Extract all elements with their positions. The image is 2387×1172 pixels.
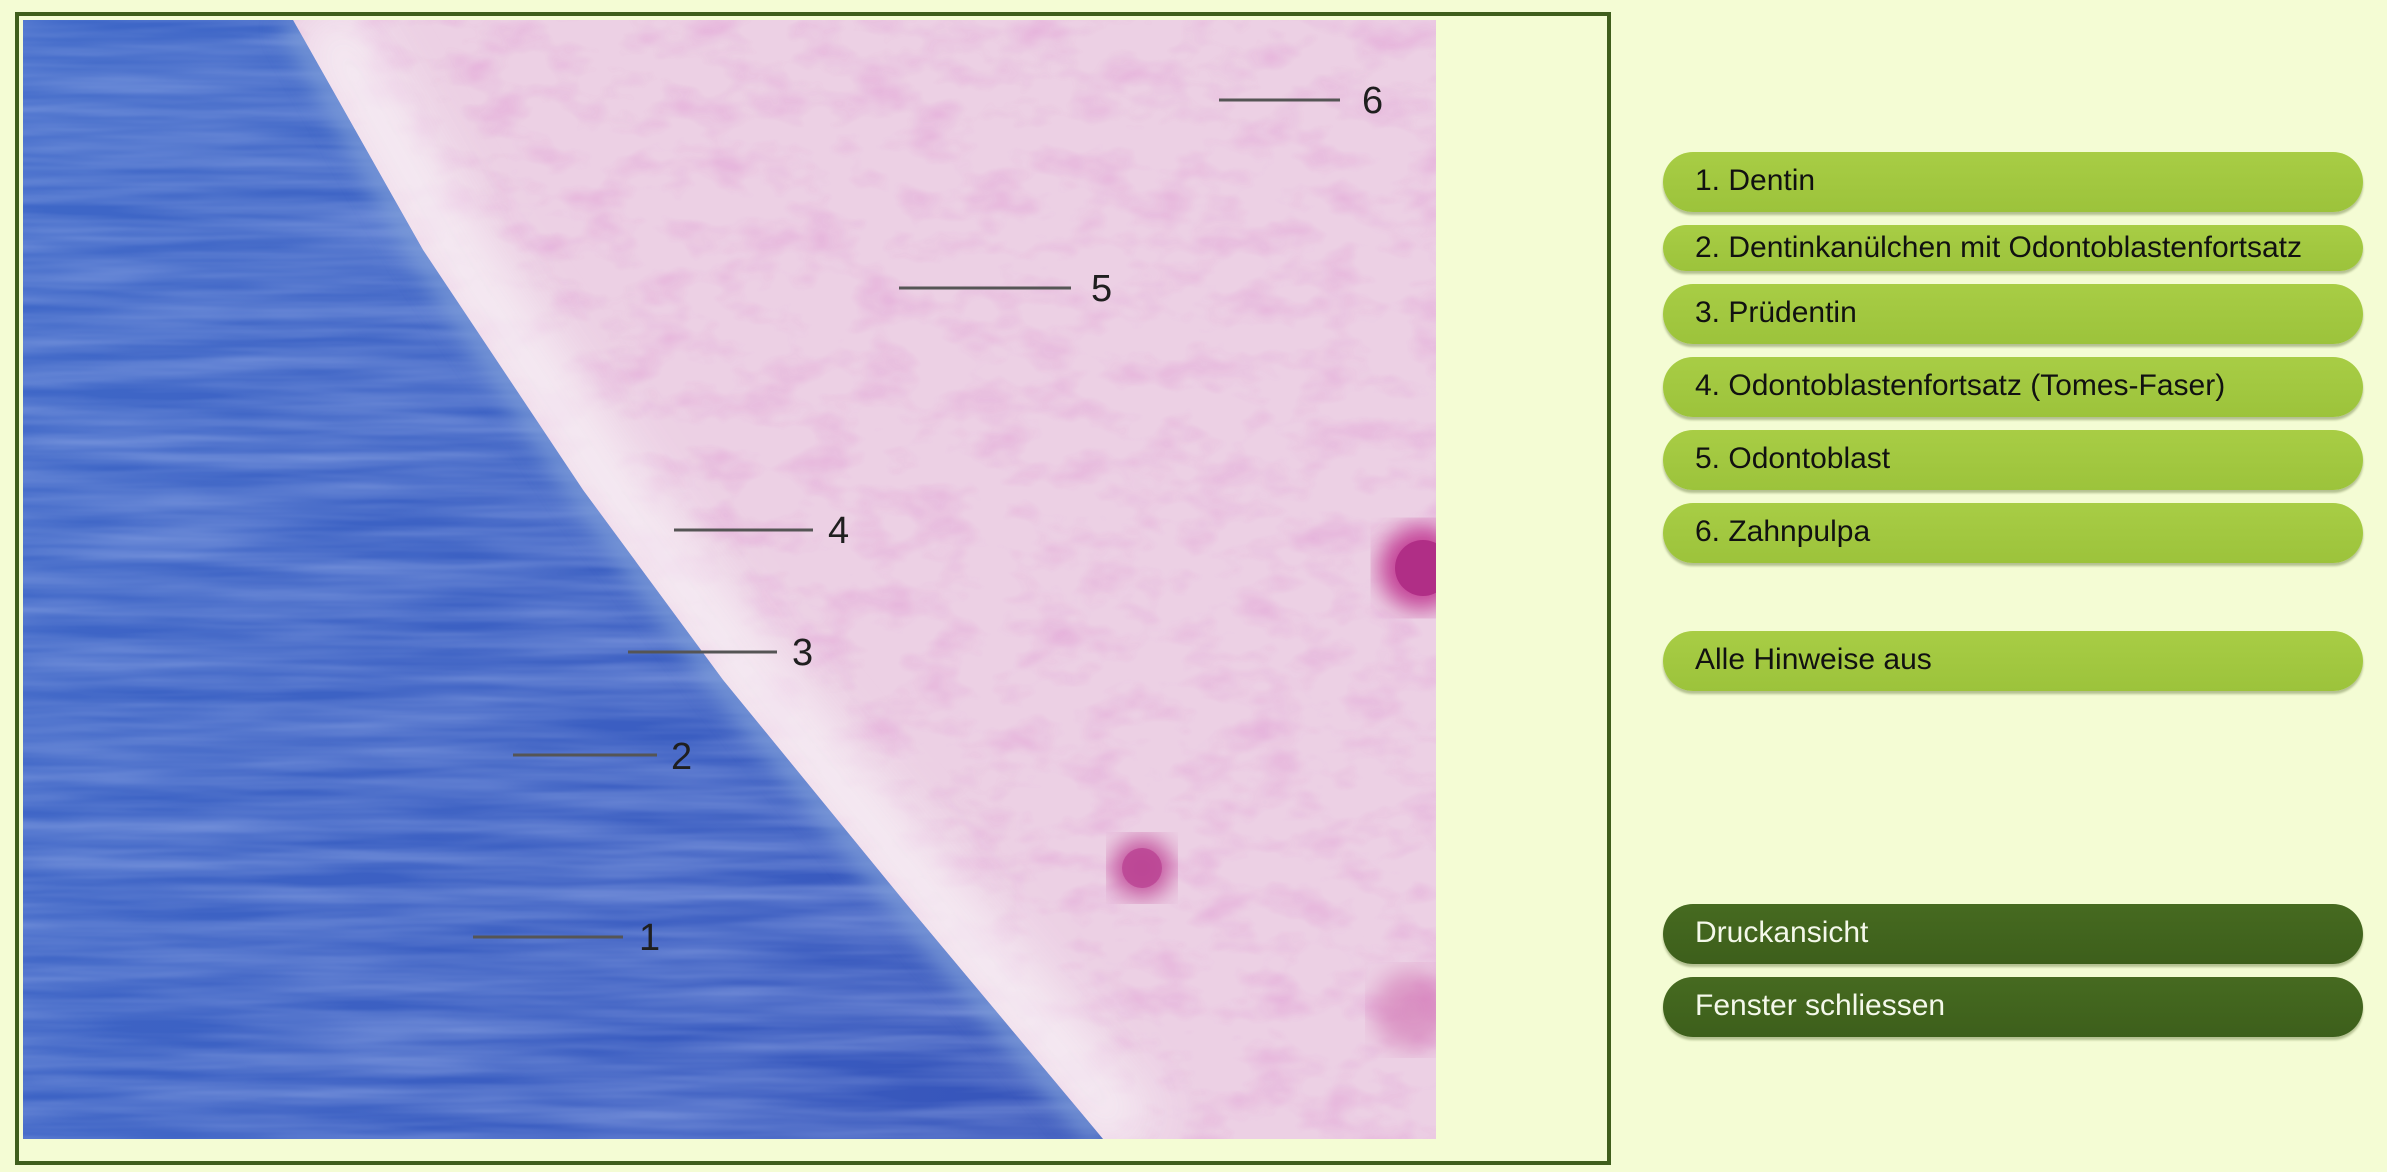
callout-label-1: 1 bbox=[639, 917, 660, 959]
close-window-button[interactable]: Fenster schliessen bbox=[1663, 977, 2363, 1037]
label-button-praedentin[interactable]: 3. Prüdentin bbox=[1663, 284, 2363, 344]
label-button-odontoblast[interactable]: 5. Odontoblast bbox=[1663, 430, 2363, 490]
callout-label-2: 2 bbox=[671, 736, 692, 778]
callout-labels: 6 5 4 3 2 1 bbox=[639, 80, 1383, 959]
callout-label-6: 6 bbox=[1362, 80, 1383, 122]
callout-label-4: 4 bbox=[828, 510, 849, 552]
label-button-odontoblastenfortsatz[interactable]: 4. Odontoblastenfortsatz (Tomes-Faser) bbox=[1663, 357, 2363, 417]
label-sidebar: 1. Dentin 2. Dentinkanülchen mit Odontob… bbox=[1663, 152, 2363, 1050]
callout-lines bbox=[473, 98, 1340, 939]
callout-label-5: 5 bbox=[1091, 268, 1112, 310]
label-button-dentinkanuelchen[interactable]: 2. Dentinkanülchen mit Odontoblastenfort… bbox=[1663, 225, 2363, 271]
label-button-zahnpulpa[interactable]: 6. Zahnpulpa bbox=[1663, 503, 2363, 563]
callout-label-3: 3 bbox=[792, 632, 813, 674]
spacer bbox=[1663, 576, 2363, 631]
image-viewer-frame: 6 5 4 3 2 1 bbox=[15, 12, 1611, 1165]
histology-micrograph: 6 5 4 3 2 1 bbox=[23, 20, 1436, 1139]
all-hints-off-button[interactable]: Alle Hinweise aus bbox=[1663, 631, 2363, 691]
print-view-button[interactable]: Druckansicht bbox=[1663, 904, 2363, 964]
label-button-dentin[interactable]: 1. Dentin bbox=[1663, 152, 2363, 212]
spacer bbox=[1663, 704, 2363, 904]
